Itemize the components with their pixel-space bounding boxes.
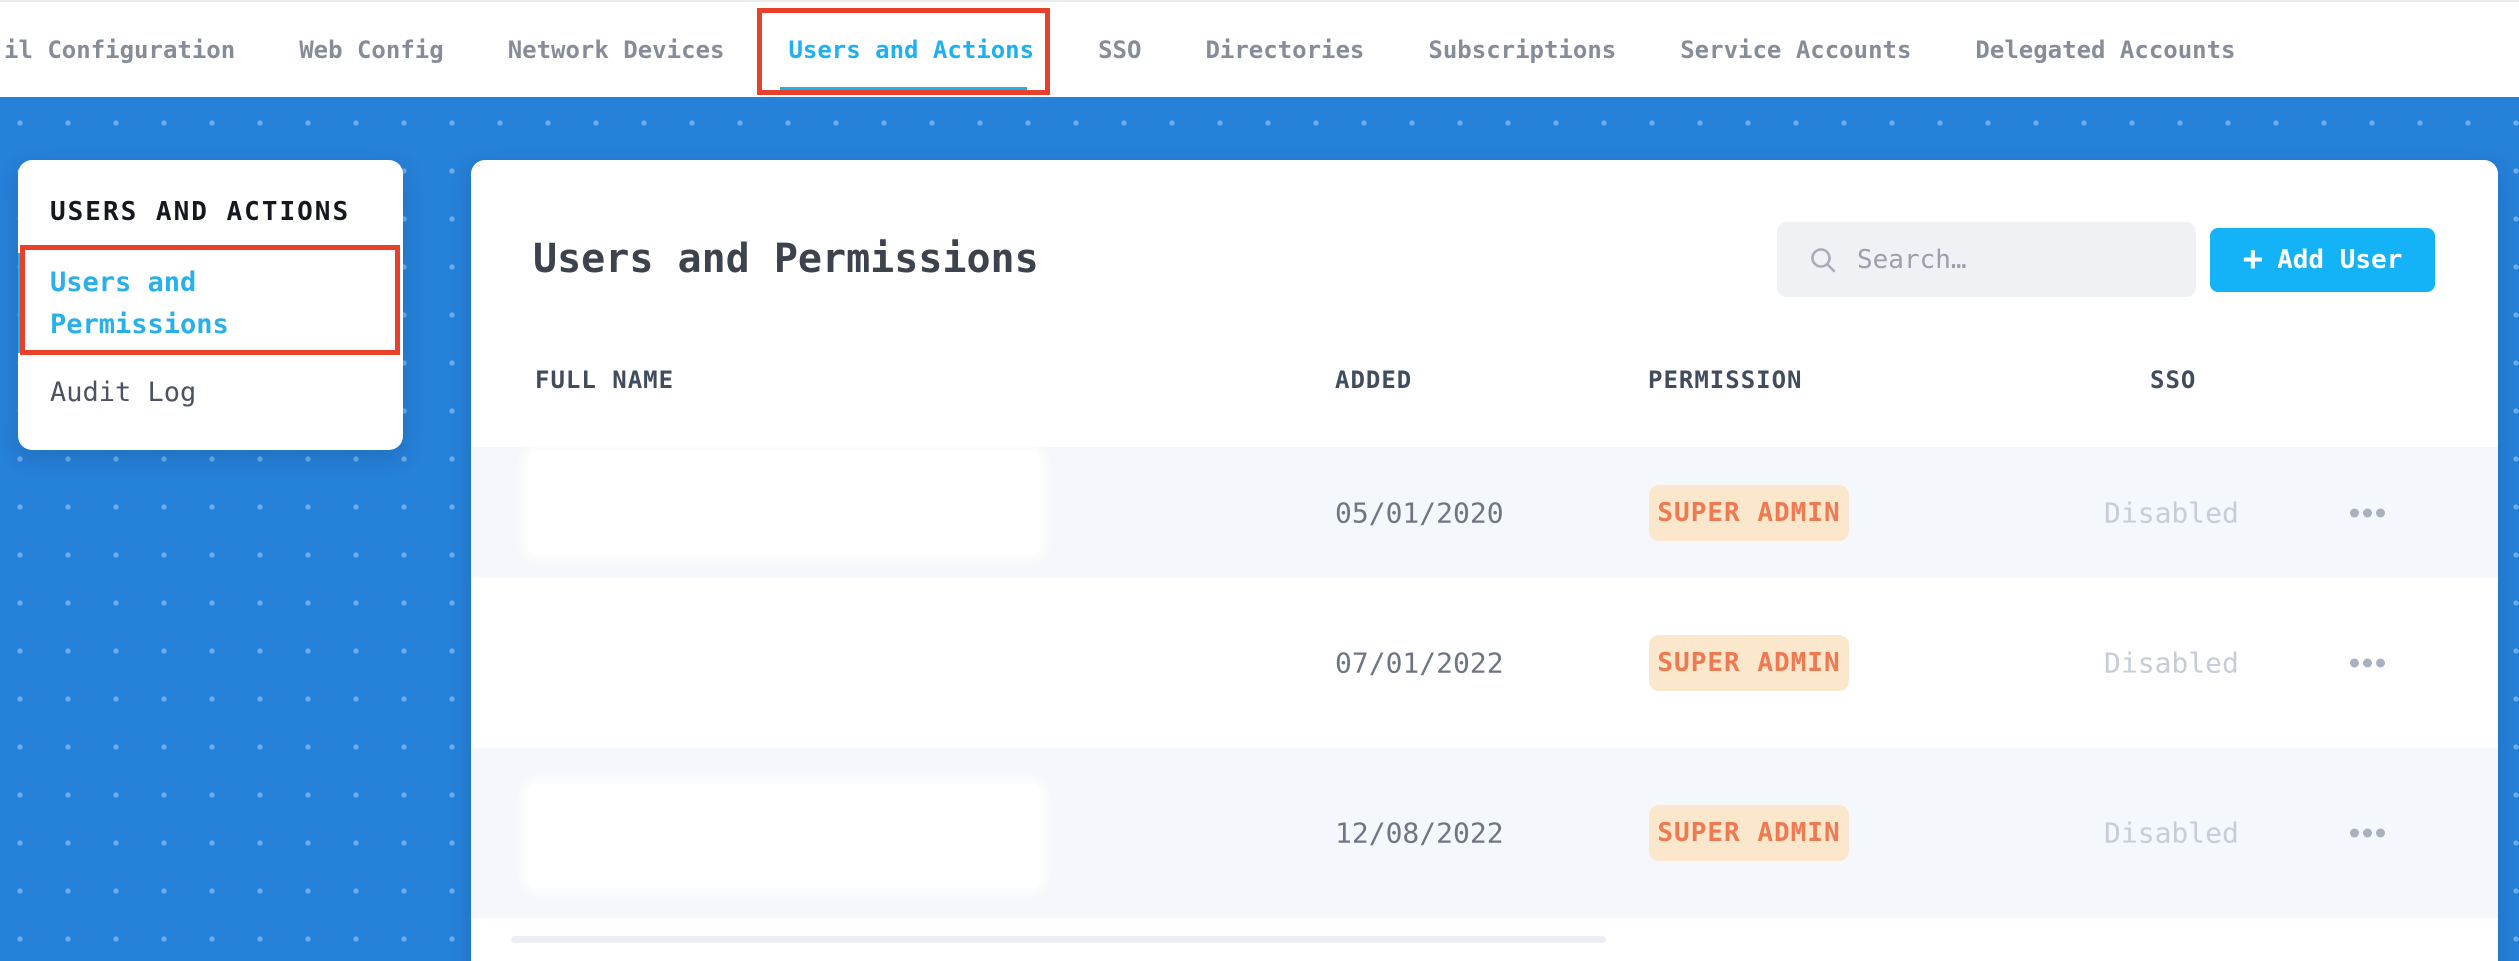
top-nav-bar: il Configuration Web Config Network Devi… xyxy=(0,0,2519,97)
search-box[interactable] xyxy=(1777,222,2196,297)
row-actions-menu-icon[interactable] xyxy=(2350,508,2385,517)
tab-users-and-actions[interactable]: Users and Actions xyxy=(788,35,1035,64)
column-header-full-name: FULL NAME xyxy=(535,366,675,394)
active-tab-underline xyxy=(780,87,1027,94)
add-user-label: Add User xyxy=(2277,245,2403,275)
tab-delegated-accounts[interactable]: Delegated Accounts xyxy=(1975,35,2236,64)
sidebar-card: USERS AND ACTIONS Users and Permissions … xyxy=(18,160,403,450)
column-header-added: ADDED xyxy=(1335,366,1413,394)
sso-status: Disabled xyxy=(2104,816,2239,850)
redacted-name-box xyxy=(528,451,1040,555)
sidebar-active-indicator xyxy=(18,253,23,353)
sidebar-item-users-and-permissions[interactable]: Users and Permissions xyxy=(50,267,229,340)
permission-badge: SUPER ADMIN xyxy=(1649,805,1849,861)
tab-service-accounts[interactable]: Service Accounts xyxy=(1680,35,1912,64)
column-header-sso: SSO xyxy=(2150,366,2197,394)
permission-badge-label: SUPER ADMIN xyxy=(1657,497,1841,528)
redacted-name-box xyxy=(528,784,1040,888)
sidebar-item-audit-log[interactable]: Audit Log xyxy=(50,377,197,408)
tab-directories[interactable]: Directories xyxy=(1205,35,1365,64)
permission-badge-label: SUPER ADMIN xyxy=(1657,648,1841,678)
permission-badge-label: SUPER ADMIN xyxy=(1657,818,1841,848)
table-row: 07/01/2022 SUPER ADMIN Disabled xyxy=(471,578,2498,748)
added-date: 05/01/2020 xyxy=(1335,496,1504,529)
table-row: 12/08/2022 SUPER ADMIN Disabled xyxy=(471,748,2498,918)
plus-icon: + xyxy=(2242,238,2264,279)
row-divider xyxy=(511,936,1606,943)
tab-subscriptions[interactable]: Subscriptions xyxy=(1428,35,1617,64)
added-date: 07/01/2022 xyxy=(1335,646,1504,680)
users-permissions-card: Users and Permissions + Add User FULL NA… xyxy=(471,160,2498,961)
row-actions-menu-icon[interactable] xyxy=(2350,658,2385,668)
redacted-name-box xyxy=(528,610,1040,716)
permission-badge: SUPER ADMIN xyxy=(1649,484,1849,541)
column-header-permission: PERMISSION xyxy=(1648,366,1803,394)
sidebar-heading: USERS AND ACTIONS xyxy=(50,197,351,227)
page-title: Users and Permissions xyxy=(533,236,1039,282)
add-user-button[interactable]: + Add User xyxy=(2210,228,2435,292)
permission-badge: SUPER ADMIN xyxy=(1649,635,1849,691)
sso-status: Disabled xyxy=(2104,646,2239,680)
row-actions-menu-icon[interactable] xyxy=(2350,828,2385,838)
tab-sso[interactable]: SSO xyxy=(1098,35,1142,64)
search-input[interactable] xyxy=(1857,244,2157,275)
tab-network-devices[interactable]: Network Devices xyxy=(507,35,725,64)
search-icon xyxy=(1811,247,1836,272)
added-date: 12/08/2022 xyxy=(1335,816,1504,850)
tab-web-config[interactable]: Web Config xyxy=(299,35,444,64)
sso-status: Disabled xyxy=(2104,496,2239,529)
tab-configuration[interactable]: il Configuration xyxy=(4,35,236,64)
table-row: 05/01/2020 SUPER ADMIN Disabled xyxy=(471,447,2498,578)
